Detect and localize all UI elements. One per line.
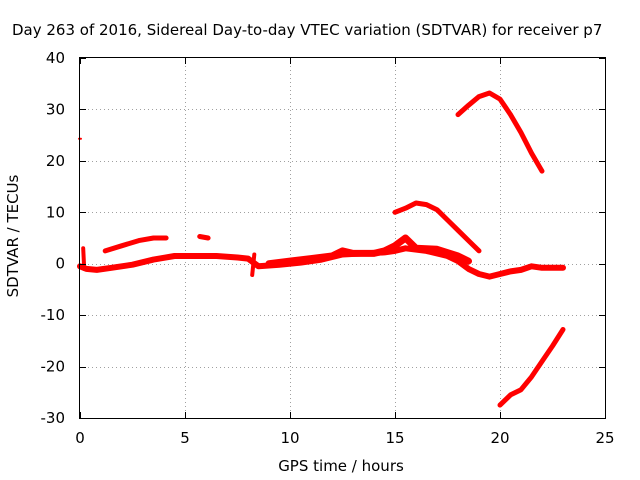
plot-frame (79, 57, 606, 419)
y-tick-label: 20 (46, 152, 65, 170)
y-tick-label: 40 (46, 49, 65, 67)
y-tick-label: 30 (46, 100, 65, 118)
y-tick-labels: -30 -20 -10 0 10 20 30 40 (41, 49, 66, 427)
y-tick-label: 10 (46, 203, 65, 221)
x-tick-label: 10 (280, 429, 299, 447)
x-tick-label: 5 (180, 429, 190, 447)
y-tick-label: 0 (55, 255, 65, 273)
series-secondary-band (265, 234, 472, 268)
chart-title: Day 263 of 2016, Sidereal Day-to-day VTE… (12, 21, 602, 39)
data-series (77, 90, 566, 408)
series-rising-line-20-23h (497, 327, 566, 408)
x-tick-label: 20 (490, 429, 509, 447)
x-tick-labels: 0 5 10 15 20 25 (75, 429, 614, 447)
series-spike-0h (81, 246, 87, 271)
series-upper-left-arc (102, 235, 169, 254)
y-tick-label: -10 (41, 306, 66, 324)
series-spike-8h (250, 252, 257, 277)
series-main-band (77, 245, 566, 280)
series-short-segment-6h (197, 234, 211, 241)
x-tick-label: 15 (385, 429, 404, 447)
series-hump-15-19h (392, 200, 482, 254)
x-tick-label: 0 (75, 429, 85, 447)
axis-ticks (80, 58, 606, 419)
y-tick-label: -20 (41, 358, 66, 376)
y-tick-label: -30 (41, 409, 66, 427)
grid-lines (80, 58, 605, 418)
series-peak-18-22h (455, 90, 545, 174)
x-axis-title: GPS time / hours (278, 457, 404, 475)
x-tick-label: 25 (595, 429, 614, 447)
y-axis-title: SDTVAR / TECUs (4, 174, 22, 297)
